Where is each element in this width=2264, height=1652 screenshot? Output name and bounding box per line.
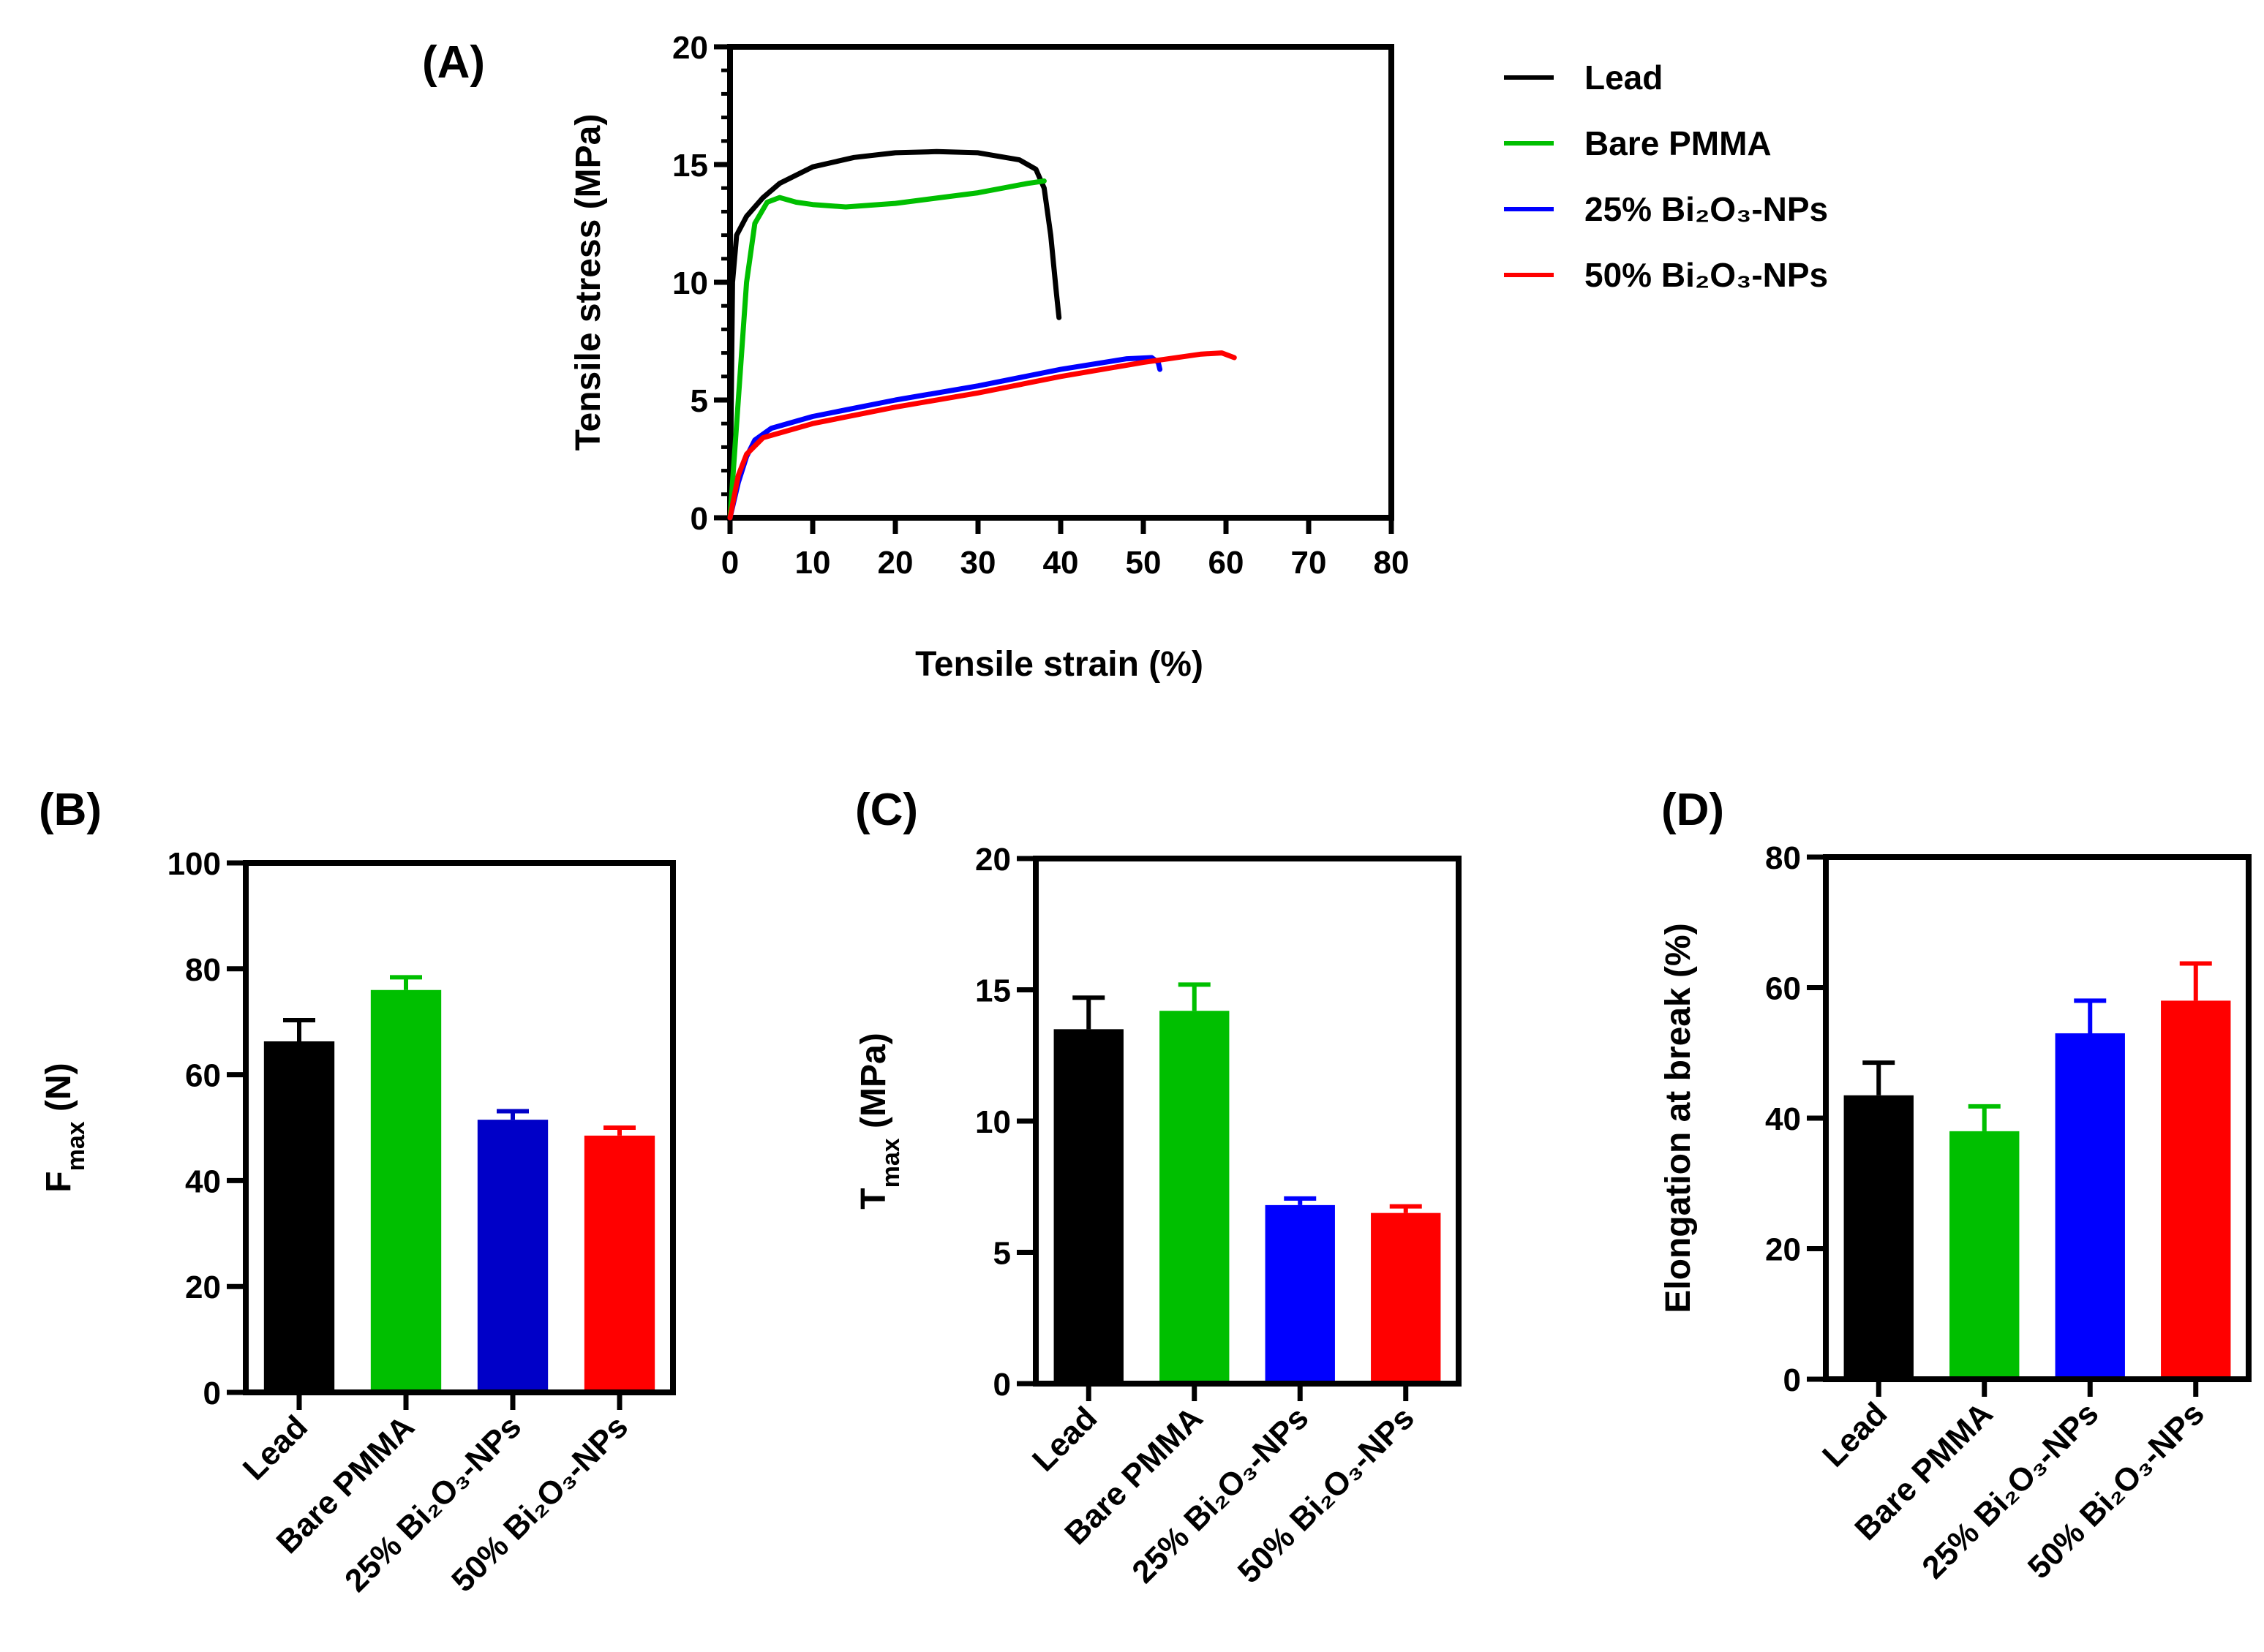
y-tick-label: 10 — [975, 1104, 1011, 1140]
x-tick-label: 60 — [1208, 545, 1244, 581]
legend-label: 50% Bi₂O₃-NPs — [1584, 256, 1828, 294]
y-axis-label-main: Elongation at break (%) — [1659, 923, 1698, 1313]
x-tick-label: 70 — [1291, 545, 1327, 581]
y-tick-label: 20 — [672, 30, 708, 66]
series-line-4 — [727, 350, 1237, 521]
x-tick-label: 50% Bi₂O₃-NPs — [2021, 1395, 2211, 1585]
y-tick-label: 80 — [185, 952, 221, 988]
y-tick-label: 100 — [168, 846, 221, 882]
y-tick-label: 15 — [975, 973, 1011, 1009]
plot-frame — [243, 860, 676, 1395]
bar — [1371, 1212, 1441, 1384]
bar — [584, 1135, 655, 1392]
y-tick-label: 0 — [993, 1367, 1011, 1403]
y-axis-label: Tmax (MPa) — [854, 1033, 905, 1209]
y-axis-label-main: T — [854, 1188, 893, 1209]
y-tick-label: 20 — [185, 1270, 221, 1305]
bar — [1949, 1131, 2020, 1379]
x-tick-label: 40 — [1043, 545, 1079, 581]
x-tick-label: 50 — [1126, 545, 1162, 581]
x-axis-label: Tensile strain (%) — [915, 645, 1203, 684]
bar — [1159, 1011, 1230, 1384]
y-tick-label: 60 — [1765, 971, 1801, 1007]
y-axis-label-unit: (N) — [40, 1063, 78, 1121]
x-tick-label: 25% Bi₂O₃-NPs — [1125, 1400, 1315, 1590]
x-tick-label: 25% Bi₂O₃-NPs — [1915, 1395, 2105, 1585]
x-tick-label: 20 — [878, 545, 914, 581]
y-axis-label-sub: max — [62, 1121, 90, 1171]
y-tick-label: 5 — [691, 383, 708, 419]
y-axis-label-unit: (MPa) — [854, 1033, 893, 1138]
y-tick-label: 80 — [1765, 840, 1801, 876]
y-tick-label: 60 — [185, 1058, 221, 1094]
y-tick-label: 0 — [203, 1376, 221, 1411]
y-tick-label: 15 — [672, 148, 708, 184]
bar — [1265, 1204, 1335, 1384]
x-tick-label: 80 — [1374, 545, 1410, 581]
bar — [1843, 1095, 1914, 1379]
panel-a: (A) 0 5 10 15 20 0 10 20 30 40 50 60 70 80 Tensile stra… — [422, 30, 1828, 684]
legend-label: Lead — [1584, 59, 1663, 97]
y-axis-label-main: F — [40, 1171, 78, 1192]
y-axis-label-sub: max — [877, 1138, 905, 1188]
x-tick-label: Lead — [1026, 1400, 1104, 1478]
x-tick-label: 10 — [795, 545, 831, 581]
x-tick-label: Lead — [1816, 1395, 1894, 1474]
y-tick-label: 0 — [691, 501, 708, 537]
panel-label: (B) — [39, 785, 102, 835]
y-tick-label: 40 — [185, 1163, 221, 1199]
x-tick-label: 0 — [721, 545, 739, 581]
x-tick-label: 30 — [960, 545, 996, 581]
plot-frame — [727, 44, 1394, 521]
bar — [370, 989, 442, 1392]
y-axis-label: Elongation at break (%) — [1659, 923, 1698, 1313]
bar — [477, 1120, 549, 1392]
series-line-1 — [727, 148, 1062, 521]
panel-label: (C) — [855, 785, 918, 835]
legend-label: 25% Bi₂O₃-NPs — [1584, 190, 1828, 228]
y-axis-label: Tensile stress (MPa) — [569, 114, 608, 451]
legend-label: Bare PMMA — [1584, 124, 1772, 162]
y-tick-label: 20 — [975, 842, 1011, 878]
x-tick-label: Lead — [236, 1408, 315, 1487]
bar — [1053, 1029, 1124, 1384]
bar — [263, 1041, 335, 1392]
bar — [2055, 1033, 2125, 1379]
bar — [2161, 1000, 2231, 1379]
y-tick-label: 0 — [1783, 1362, 1801, 1398]
y-tick-label: 5 — [993, 1236, 1011, 1272]
y-tick-label: 20 — [1765, 1232, 1801, 1268]
panel-label: (A) — [422, 37, 485, 88]
panel-label: (D) — [1661, 785, 1724, 835]
series-line-3 — [727, 355, 1163, 521]
y-tick-label: 10 — [672, 265, 708, 301]
x-tick-label: 50% Bi₂O₃-NPs — [1231, 1400, 1421, 1590]
y-axis-label: Fmax (N) — [40, 1063, 90, 1192]
y-tick-label: 40 — [1765, 1101, 1801, 1137]
series-line-2 — [727, 178, 1047, 521]
